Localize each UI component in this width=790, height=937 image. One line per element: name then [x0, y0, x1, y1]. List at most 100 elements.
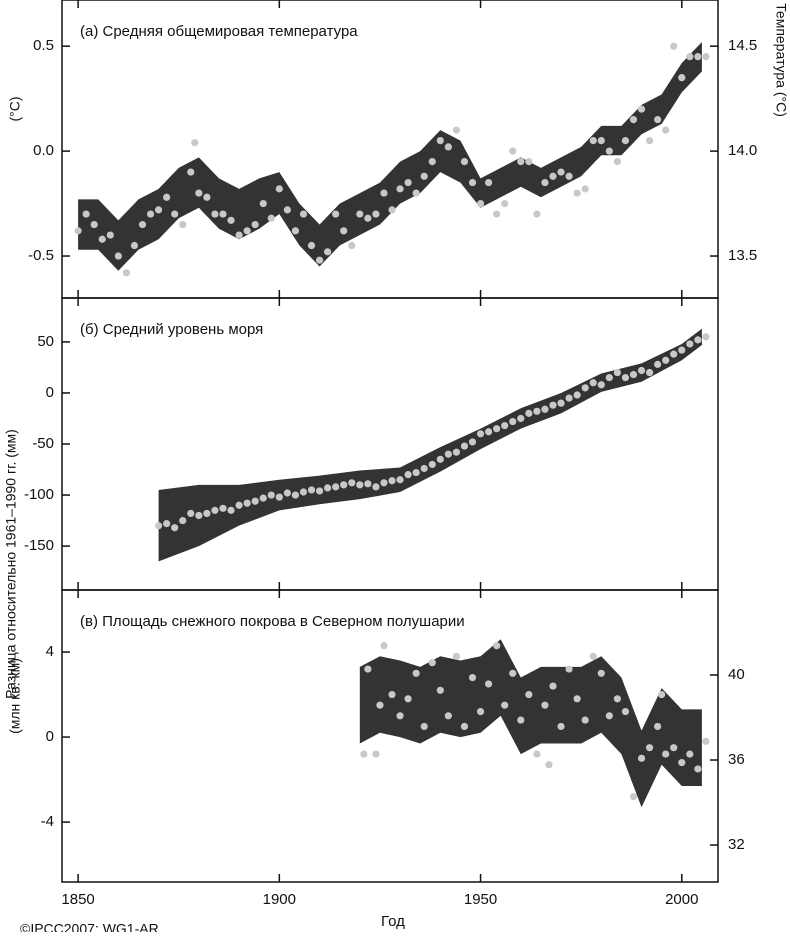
- data-point: [501, 199, 509, 208]
- data-point: [605, 374, 613, 382]
- data-point: [694, 336, 702, 344]
- data-point: [267, 214, 275, 222]
- panel-frame: [61, 589, 719, 883]
- x-tick-label: 1850: [61, 891, 94, 908]
- data-point: [191, 139, 199, 147]
- data-point: [694, 765, 702, 773]
- data-point: [203, 509, 211, 518]
- data-point: [460, 722, 469, 731]
- data-point: [372, 750, 380, 758]
- data-point: [686, 340, 694, 348]
- data-point: [251, 497, 259, 505]
- data-point: [219, 504, 227, 512]
- y2-axis-label: Температура (°C): [773, 3, 789, 117]
- panel-title: (в) Площадь снежного покрова в Северном …: [80, 613, 465, 630]
- y-tick-label: 0.5: [33, 37, 54, 54]
- data-point: [364, 665, 372, 673]
- data-point: [340, 481, 348, 489]
- credit: ©IPCC2007: WG1-AR: [20, 921, 159, 932]
- data-point: [299, 210, 308, 218]
- data-point: [589, 652, 597, 660]
- data-point: [171, 210, 179, 218]
- data-point: [122, 269, 130, 277]
- data-point: [565, 172, 573, 180]
- data-point: [581, 185, 589, 193]
- data-point: [380, 479, 388, 487]
- data-point: [581, 716, 589, 724]
- data-point: [203, 193, 211, 201]
- data-point: [541, 701, 549, 709]
- data-point: [525, 690, 533, 699]
- data-point: [460, 442, 469, 450]
- data-point: [404, 178, 412, 187]
- data-point: [533, 210, 541, 218]
- data-point: [621, 374, 630, 382]
- data-point: [315, 487, 324, 495]
- data-point: [179, 516, 187, 525]
- data-point: [154, 206, 163, 214]
- data-point: [396, 712, 404, 720]
- data-point: [154, 522, 163, 530]
- y-tick-label: 4: [46, 643, 54, 660]
- data-point: [525, 409, 533, 417]
- data-point: [324, 248, 332, 256]
- data-point: [509, 147, 517, 155]
- data-point: [597, 137, 605, 145]
- y-tick-label: 50: [37, 333, 54, 350]
- data-point: [444, 712, 452, 720]
- data-point: [348, 241, 356, 250]
- y2-tick-label: 36: [728, 751, 745, 768]
- data-point: [364, 214, 372, 222]
- data-point: [557, 399, 565, 407]
- y-axis-label: Разница относительно 1961–1990 гг. (мм): [3, 429, 19, 699]
- data-point: [452, 126, 461, 134]
- data-point: [219, 210, 227, 218]
- data-point: [517, 157, 525, 166]
- data-point: [654, 116, 662, 124]
- data-point: [501, 422, 509, 430]
- data-point: [468, 178, 477, 187]
- data-point: [396, 185, 404, 193]
- data-point: [195, 511, 203, 520]
- y2-tick-label: 40: [728, 666, 745, 683]
- data-point: [468, 673, 477, 682]
- data-point: [678, 346, 686, 354]
- data-point: [613, 157, 621, 166]
- data-point: [541, 405, 549, 413]
- data-point: [509, 669, 517, 677]
- data-point: [702, 333, 710, 341]
- data-point: [372, 210, 380, 218]
- data-point: [74, 227, 82, 235]
- data-point: [211, 506, 219, 514]
- data-point: [460, 157, 469, 166]
- data-point: [541, 178, 549, 187]
- x-axis-label: Год: [381, 913, 405, 930]
- data-point: [98, 235, 106, 243]
- data-point: [444, 450, 452, 458]
- y-tick-label: -150: [24, 537, 54, 554]
- data-point: [163, 193, 171, 201]
- data-point: [396, 476, 404, 484]
- data-point: [476, 430, 485, 438]
- data-point: [597, 381, 605, 389]
- data-point: [629, 792, 638, 801]
- data-point: [557, 168, 565, 176]
- data-point: [291, 227, 300, 235]
- data-point: [243, 499, 251, 507]
- data-point: [412, 669, 420, 677]
- data-point: [187, 509, 195, 518]
- y2-tick-label: 32: [728, 836, 745, 853]
- data-point: [549, 401, 557, 409]
- data-point: [195, 189, 203, 197]
- data-point: [360, 750, 368, 758]
- data-point: [388, 690, 396, 699]
- y-tick-label: 0.0: [33, 142, 54, 159]
- data-point: [645, 137, 654, 145]
- data-point: [613, 695, 621, 703]
- data-point: [573, 189, 581, 197]
- data-point: [275, 493, 283, 501]
- data-point: [629, 370, 638, 379]
- data-point: [694, 53, 702, 61]
- data-point: [485, 680, 493, 688]
